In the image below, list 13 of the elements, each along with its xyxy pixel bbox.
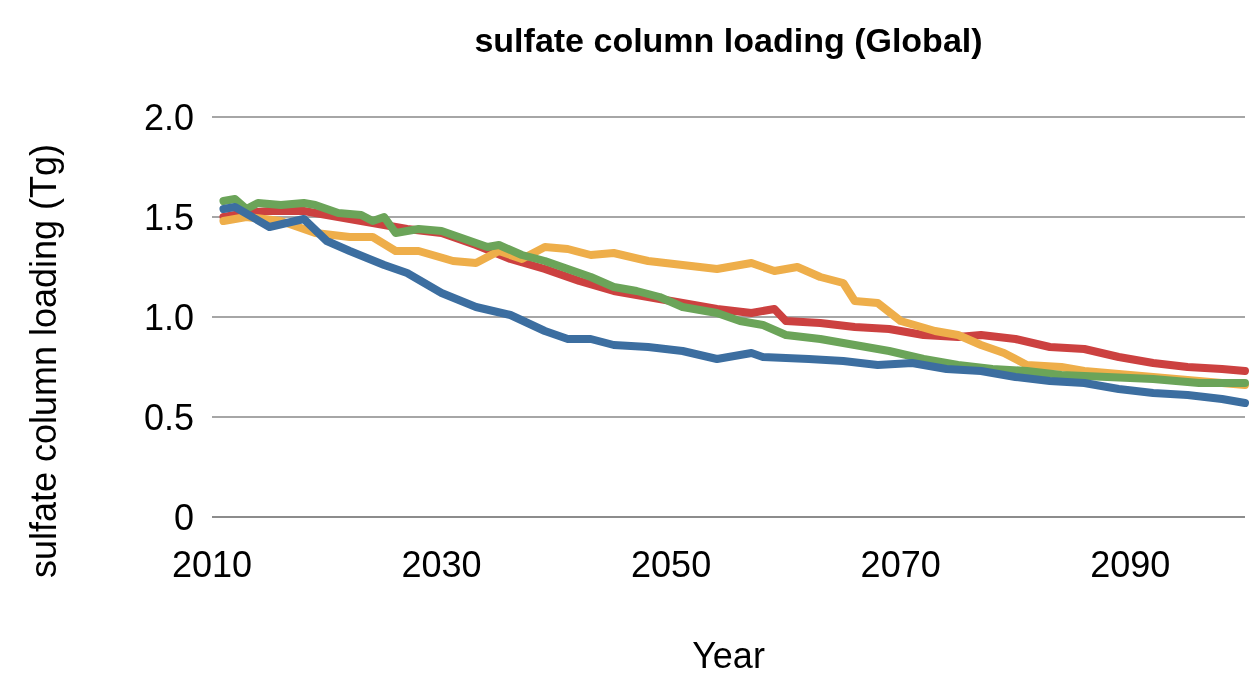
y-tick-label: 0 — [173, 496, 194, 538]
x-tick-label: 2050 — [631, 544, 712, 585]
y-tick-label: 1.5 — [143, 196, 194, 238]
x-tick-label: 2030 — [401, 544, 482, 585]
x-axis-title: Year — [692, 635, 765, 675]
y-tick-label: 0.5 — [143, 396, 194, 438]
y-axis-title: sulfate column loading (Tg) — [23, 143, 64, 579]
x-tick-label: 2070 — [860, 544, 941, 585]
chart-title: sulfate column loading (Global) — [474, 21, 983, 59]
x-tick-label: 2090 — [1090, 544, 1171, 585]
y-tick-label: 1.0 — [143, 296, 194, 338]
x-tick-label: 2010 — [171, 544, 253, 585]
y-tick-label: 2.0 — [143, 96, 194, 138]
